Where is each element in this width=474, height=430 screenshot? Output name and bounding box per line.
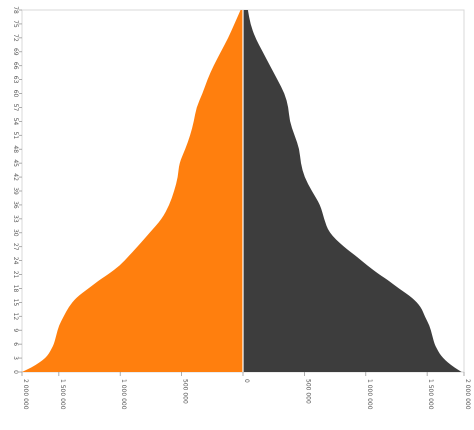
x-axis-ticks: 2 000 000 1 500 000 1 000 000 500 000 0 500 0… [21,372,471,410]
series-area-right [243,10,462,372]
y-tick-label: 57 [12,104,19,112]
y-tick-label: 78 [12,6,19,14]
y-tick-label: 75 [12,20,19,28]
y-tick-label: 21 [12,271,19,279]
y-tick-label: 24 [12,257,19,265]
x-tick-label: 0 [243,379,250,383]
y-tick-label: 0 [12,370,19,374]
y-tick-label: 3 [12,356,19,360]
y-tick-label: 48 [12,145,19,153]
x-tick-label: 1 500 000 [59,379,66,410]
y-tick-label: 63 [12,76,19,84]
x-tick-label: 500 000 [182,379,189,404]
y-tick-label: 18 [12,285,19,293]
y-tick-label: 66 [12,62,19,70]
x-tick-label: 500 000 [304,379,311,404]
x-tick-label: 1 000 000 [120,379,127,410]
y-axis-ticks: 0369121518212427303336394245485154576063… [12,6,22,374]
x-tick-label: 2 000 000 [464,379,471,410]
y-tick-label: 51 [12,131,19,139]
y-tick-label: 12 [12,312,19,320]
y-tick-label: 15 [12,299,19,307]
x-tick-label: 1 000 000 [366,379,373,410]
y-tick-label: 30 [12,229,19,237]
y-tick-label: 54 [12,118,19,126]
series-layer [22,10,462,372]
y-tick-label: 69 [12,48,19,56]
x-tick-label: 2 000 000 [22,379,29,410]
y-tick-label: 60 [12,90,19,98]
y-tick-label: 27 [12,243,19,251]
y-tick-label: 6 [12,342,19,346]
y-tick-label: 39 [12,187,19,195]
y-tick-label: 33 [12,215,19,223]
x-tick-label: 1 500 000 [427,379,434,410]
y-tick-label: 9 [12,328,19,332]
series-area-left [22,10,243,372]
y-tick-label: 36 [12,201,19,209]
y-tick-label: 45 [12,159,19,167]
y-tick-label: 42 [12,173,19,181]
y-tick-label: 72 [12,34,19,42]
